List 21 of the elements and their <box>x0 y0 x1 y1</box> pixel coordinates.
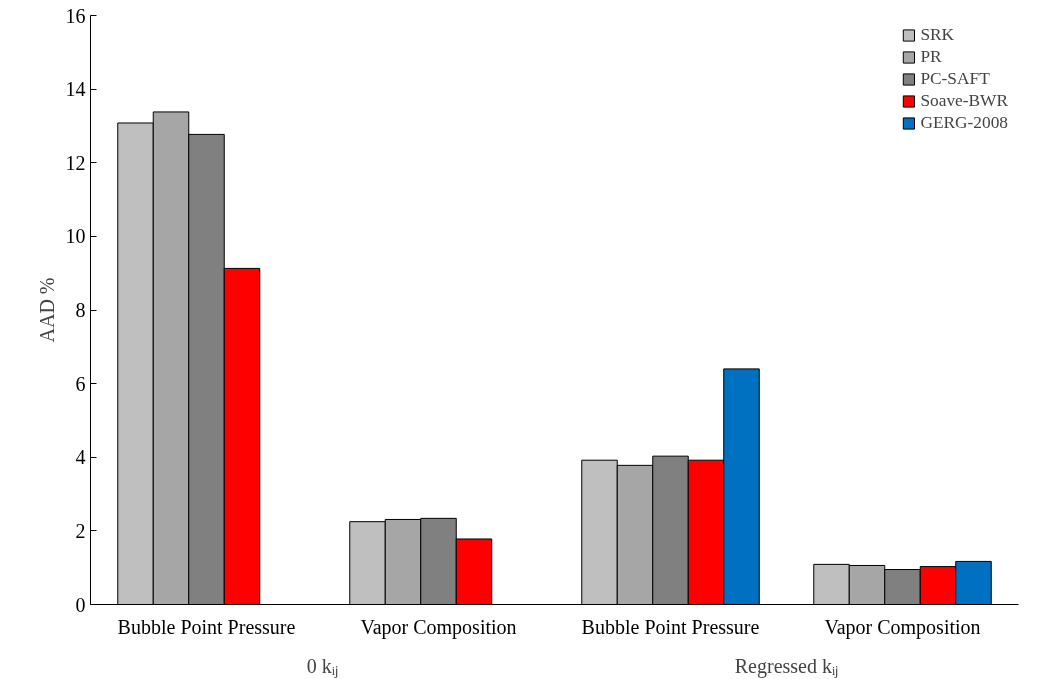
x-tick-label: Bubble Point Pressure <box>581 615 760 638</box>
y-axis-title: AAD % <box>35 277 58 343</box>
y-tick-label: 8 <box>75 299 86 321</box>
y-tick-label: 14 <box>65 78 86 101</box>
text: 0 kᵢⱼ <box>306 654 339 678</box>
y-tick-label: 12 <box>65 151 86 174</box>
y-tick-label: 6 <box>75 372 86 395</box>
text: Regressed kᵢⱼ <box>734 654 839 678</box>
y-tick-label: 16 <box>65 4 86 27</box>
y-tick-label: 0 <box>75 593 86 616</box>
x-tick-label: Vapor Composition <box>360 615 517 639</box>
y-tick-label: 10 <box>65 225 86 248</box>
x-tick-label: Vapor Composition <box>824 615 981 639</box>
x-tick-label: Bubble Point Pressure <box>117 615 296 638</box>
legend-label: PR <box>920 47 942 67</box>
legend-label: SRK <box>920 25 955 45</box>
legend-label: GERG-2008 <box>920 113 1008 133</box>
y-tick-label: 2 <box>75 519 86 542</box>
y-tick-label: 4 <box>75 446 86 469</box>
legend-label: Soave-BWR <box>920 91 1008 111</box>
legend-label: PC-SAFT <box>920 69 990 89</box>
